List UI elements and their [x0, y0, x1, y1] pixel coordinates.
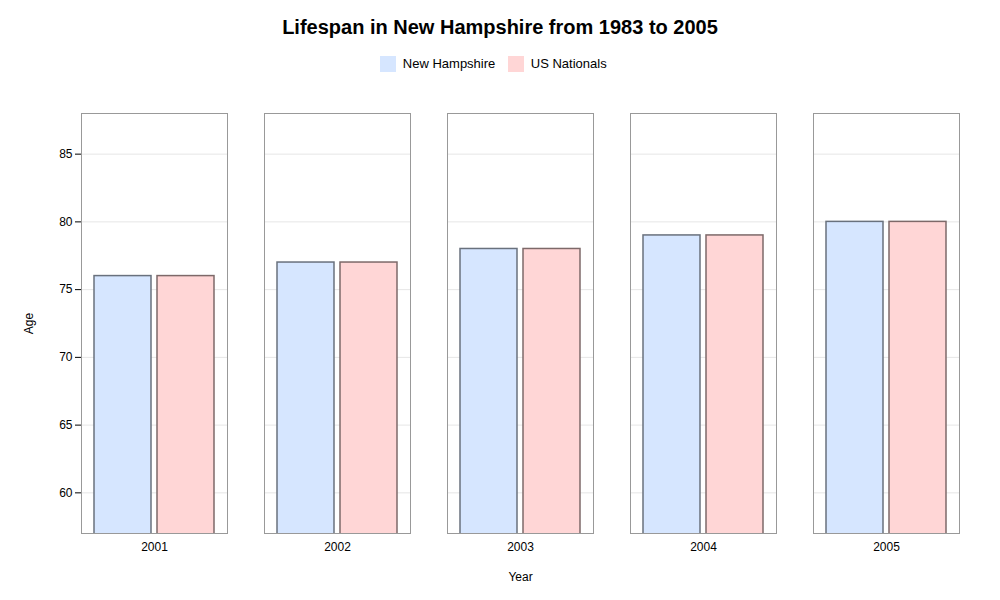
- svg-text:85: 85: [59, 146, 73, 160]
- svg-text:75: 75: [59, 282, 73, 296]
- svg-text:2001: 2001: [141, 540, 168, 554]
- svg-text:2002: 2002: [324, 540, 351, 554]
- svg-text:Year: Year: [508, 569, 532, 583]
- html-text:US Nationals: US Nationals: [530, 56, 607, 71]
- html-text:Lifespan in New Hampshire from: Lifespan in New Hampshire from 1983 to 2…: [282, 16, 718, 38]
- svg-text:70: 70: [59, 350, 73, 364]
- svg-text:2003: 2003: [507, 540, 534, 554]
- html-text:New Hampshire: New Hampshire: [402, 56, 496, 71]
- svg-text:Age: Age: [22, 312, 36, 334]
- svg-text:65: 65: [59, 417, 73, 431]
- svg-text:80: 80: [59, 214, 73, 228]
- svg-text:2005: 2005: [873, 540, 900, 554]
- svg-text:2004: 2004: [690, 540, 717, 554]
- svg-text:60: 60: [59, 485, 73, 499]
